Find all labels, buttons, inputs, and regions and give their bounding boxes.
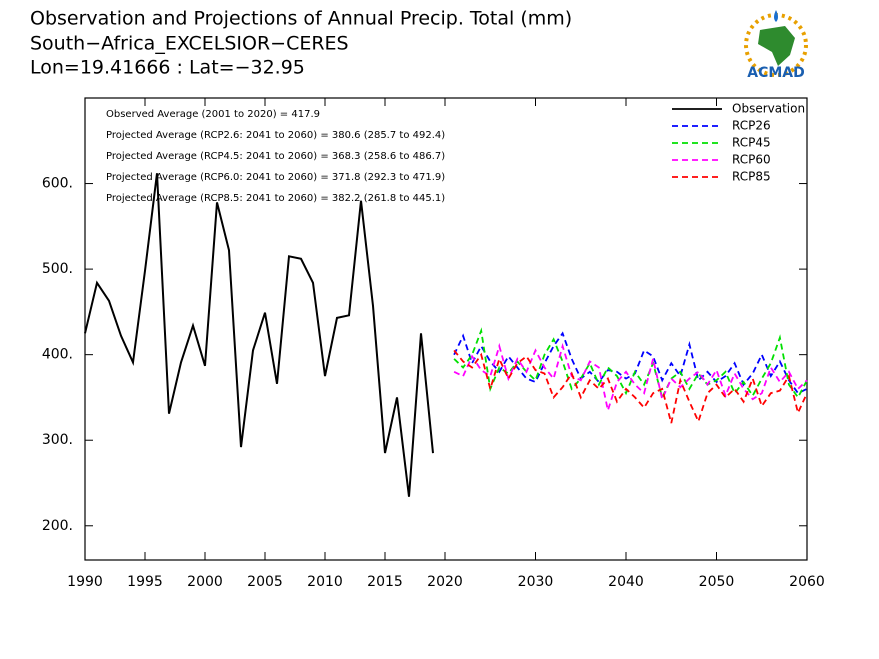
series-line — [453, 349, 808, 424]
logo: ACMAD — [744, 10, 808, 81]
annotation: Projected Average (RCP6.0: 2041 to 2060)… — [106, 172, 445, 183]
y-tick-label: 600. — [42, 176, 73, 192]
annotation: Projected Average (RCP2.6: 2041 to 2060)… — [106, 130, 445, 141]
chart-subtitle: South−Africa_EXCELSIOR−CERES — [30, 33, 349, 55]
x-tick-label: 1990 — [67, 574, 103, 590]
x-tick-label: 2015 — [367, 574, 403, 590]
x-tick-label: 2060 — [789, 574, 825, 590]
y-tick-label: 300. — [42, 432, 73, 448]
logo-africa — [758, 26, 795, 66]
chart-title: Observation and Projections of Annual Pr… — [30, 8, 572, 30]
series-line — [453, 331, 808, 395]
y-tick-label: 200. — [42, 518, 73, 534]
annotation: Projected Average (RCP4.5: 2041 to 2060)… — [106, 151, 445, 162]
x-tick-label: 2030 — [518, 574, 554, 590]
series-line — [84, 173, 434, 497]
series-line — [453, 342, 808, 414]
legend-label: RCP45 — [732, 136, 771, 150]
chart-subtitle: Lon=19.41666 : Lat=−32.95 — [30, 57, 305, 79]
legend-label: RCP26 — [732, 119, 771, 133]
x-tick-label: 2000 — [187, 574, 223, 590]
x-tick-label: 2050 — [699, 574, 735, 590]
x-tick-label: 1995 — [127, 574, 163, 590]
legend-label: RCP60 — [732, 153, 771, 167]
logo-drop — [774, 10, 778, 22]
y-tick-label: 500. — [42, 261, 73, 277]
x-tick-label: 2040 — [608, 574, 644, 590]
legend-label: RCP85 — [732, 170, 771, 184]
x-tick-label: 2020 — [427, 574, 463, 590]
annotation: Projected Average (RCP8.5: 2041 to 2060)… — [106, 193, 445, 204]
y-tick-label: 400. — [42, 347, 73, 363]
series-line — [453, 327, 808, 400]
legend-label: Observation — [732, 102, 805, 116]
annotation: Observed Average (2001 to 2020) = 417.9 — [106, 109, 320, 120]
x-tick-label: 2005 — [247, 574, 283, 590]
x-tick-label: 2010 — [307, 574, 343, 590]
logo-text: ACMAD — [747, 65, 805, 81]
